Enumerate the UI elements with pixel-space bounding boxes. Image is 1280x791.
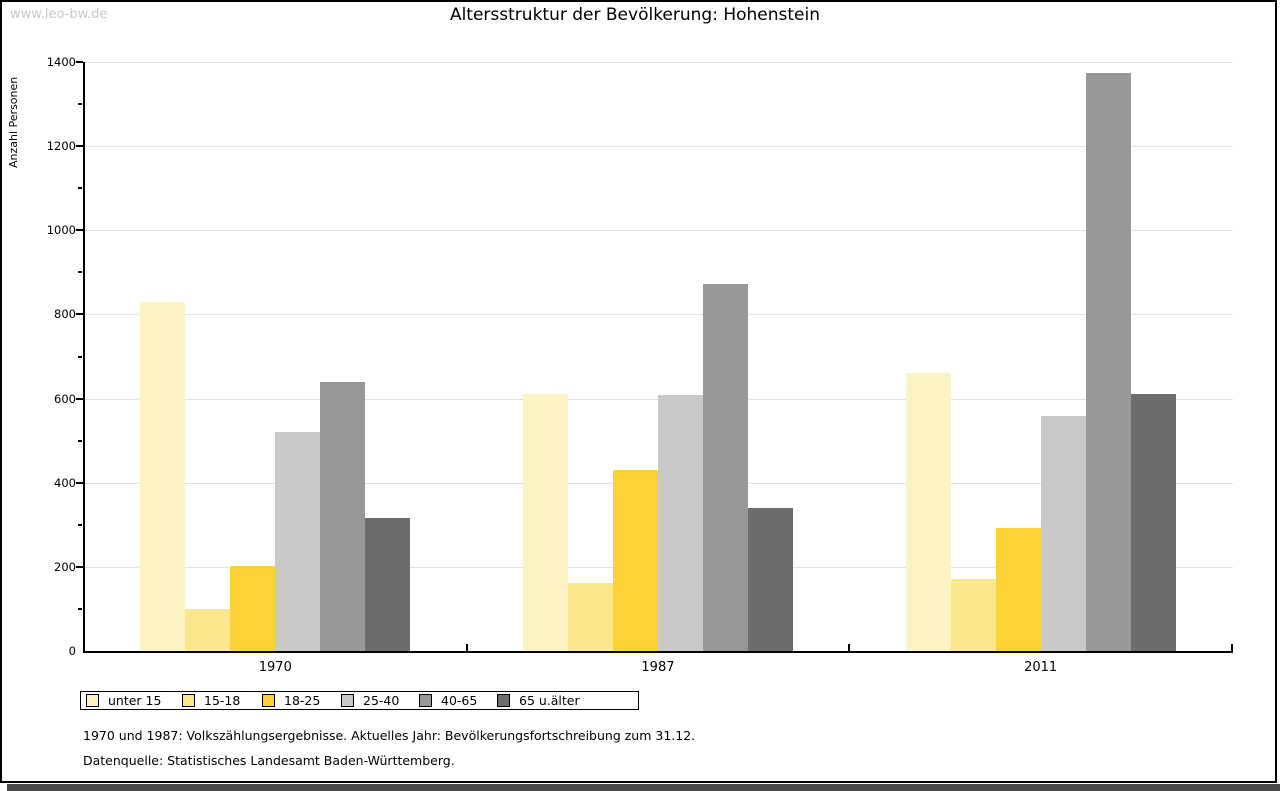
y-minor-tick-100 xyxy=(78,607,82,610)
bar-2011-15-18 xyxy=(950,579,996,651)
legend-swatch-icon xyxy=(497,694,510,707)
x-axis-tick-1 xyxy=(466,644,468,651)
y-tick-label-200: 200 xyxy=(54,559,76,574)
bar-1987-unter-15 xyxy=(522,393,568,651)
bar-2011-unter-15 xyxy=(905,372,951,651)
legend-swatch-icon xyxy=(262,694,275,707)
bar-1970-18-25 xyxy=(230,565,276,651)
watermark-text: www.leo-bw.de xyxy=(10,7,108,22)
bar-1987-25-40 xyxy=(657,394,703,651)
y-major-tick-400 xyxy=(76,481,83,484)
bar-1970-15-18 xyxy=(185,608,231,651)
legend-item-65-u-lter: 65 u.älter xyxy=(497,693,580,708)
y-major-tick-800 xyxy=(76,313,83,316)
y-major-tick-600 xyxy=(76,397,83,400)
y-tick-label-600: 600 xyxy=(54,391,76,406)
legend-swatch-icon xyxy=(86,694,99,707)
y-major-tick-200 xyxy=(76,565,83,568)
y-minor-tick-500 xyxy=(78,439,82,442)
y-major-tick-1000 xyxy=(76,229,83,232)
legend-label: 40-65 xyxy=(441,693,478,708)
legend-label: 15-18 xyxy=(204,693,241,708)
y-minor-tick-1100 xyxy=(78,187,82,190)
bar-1987-65-u-lter xyxy=(747,507,793,651)
gridline-1000 xyxy=(85,230,1233,232)
bar-2011-40-65 xyxy=(1085,72,1131,651)
bar-2011-25-40 xyxy=(1040,415,1086,651)
legend-swatch-icon xyxy=(341,694,354,707)
gridline-800 xyxy=(85,314,1233,316)
y-tick-label-1000: 1000 xyxy=(46,223,76,238)
legend-item-40-65: 40-65 xyxy=(419,693,478,708)
y-tick-label-400: 400 xyxy=(54,475,76,490)
y-minor-tick-300 xyxy=(78,523,82,526)
bar-1970-65-u-lter xyxy=(365,518,411,651)
bar-1970-25-40 xyxy=(275,432,321,651)
bar-1970-unter-15 xyxy=(140,301,186,651)
legend-swatch-icon xyxy=(419,694,432,707)
window-bottom-edge xyxy=(7,784,1280,791)
y-tick-label-1200: 1200 xyxy=(46,139,76,154)
bar-1987-18-25 xyxy=(612,470,658,651)
x-axis-tick-3 xyxy=(1231,644,1233,651)
legend-label: 18-25 xyxy=(284,693,321,708)
x-axis-tick-2 xyxy=(848,644,850,651)
bar-1987-15-18 xyxy=(567,583,613,651)
footnote-line-1: 1970 und 1987: Volkszählungsergebnisse. … xyxy=(83,728,696,743)
y-axis-title: Anzahl Personen xyxy=(7,76,20,168)
legend-label: unter 15 xyxy=(108,693,162,708)
footnote-line-2: Datenquelle: Statistisches Landesamt Bad… xyxy=(83,753,455,768)
y-minor-tick-900 xyxy=(78,271,82,274)
y-minor-tick-700 xyxy=(78,355,82,358)
legend-box: unter 15 15-18 18-25 25-40 40-65 65 u.älter xyxy=(80,691,639,710)
gridline-1200 xyxy=(85,146,1233,148)
legend-item-15-18: 15-18 xyxy=(182,693,241,708)
legend-swatch-icon xyxy=(182,694,195,707)
plot-area: 1970 1987 2011 xyxy=(83,62,1233,675)
x-category-label-1970: 1970 xyxy=(258,660,292,675)
bar-2011-18-25 xyxy=(995,528,1041,651)
legend-label: 25-40 xyxy=(363,693,400,708)
x-category-label-2011: 2011 xyxy=(1024,660,1058,675)
y-major-tick-1400 xyxy=(76,61,83,63)
legend-item-18-25: 18-25 xyxy=(262,693,321,708)
y-major-tick-1200 xyxy=(76,145,83,148)
x-category-label-1987: 1987 xyxy=(641,660,675,675)
bar-1987-40-65 xyxy=(702,283,748,651)
legend-item-25-40: 25-40 xyxy=(341,693,400,708)
bar-2011-65-u-lter xyxy=(1130,393,1176,651)
legend-item-unter-15: unter 15 xyxy=(86,693,162,708)
y-minor-tick-1300 xyxy=(78,103,82,106)
y-tick-label-800: 800 xyxy=(54,307,76,322)
legend-label: 65 u.älter xyxy=(519,693,580,708)
y-tick-label-0: 0 xyxy=(68,644,76,658)
y-tick-label-1400: 1400 xyxy=(46,55,76,69)
bar-1970-40-65 xyxy=(320,381,366,651)
chart-title: Altersstruktur der Bevölkerung: Hohenste… xyxy=(449,5,821,25)
gridline-1400 xyxy=(85,62,1233,63)
